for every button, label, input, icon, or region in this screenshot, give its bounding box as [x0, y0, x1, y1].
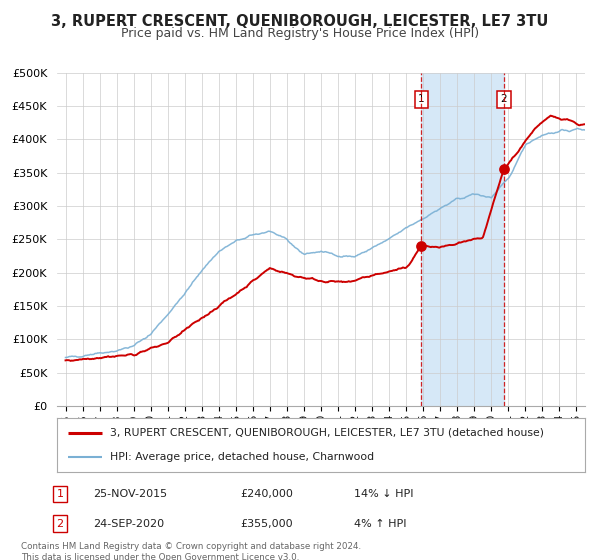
Text: 4% ↑ HPI: 4% ↑ HPI	[354, 519, 407, 529]
Text: 2: 2	[500, 95, 507, 105]
Text: 25-NOV-2015: 25-NOV-2015	[93, 489, 167, 499]
Text: Contains HM Land Registry data © Crown copyright and database right 2024.: Contains HM Land Registry data © Crown c…	[21, 542, 361, 551]
Text: 2: 2	[56, 519, 64, 529]
Text: Price paid vs. HM Land Registry's House Price Index (HPI): Price paid vs. HM Land Registry's House …	[121, 27, 479, 40]
Text: 3, RUPERT CRESCENT, QUENIBOROUGH, LEICESTER, LE7 3TU (detached house): 3, RUPERT CRESCENT, QUENIBOROUGH, LEICES…	[110, 428, 544, 438]
Text: HPI: Average price, detached house, Charnwood: HPI: Average price, detached house, Char…	[110, 452, 374, 462]
Bar	[421, 73, 504, 406]
Text: 14% ↓ HPI: 14% ↓ HPI	[354, 489, 413, 499]
Text: £240,000: £240,000	[240, 489, 293, 499]
Text: 1: 1	[56, 489, 64, 499]
Text: 1: 1	[418, 95, 425, 105]
Text: 24-SEP-2020: 24-SEP-2020	[93, 519, 164, 529]
Point	[499, 165, 509, 174]
Point	[416, 241, 426, 250]
Text: 3, RUPERT CRESCENT, QUENIBOROUGH, LEICESTER, LE7 3TU: 3, RUPERT CRESCENT, QUENIBOROUGH, LEICES…	[52, 14, 548, 29]
Text: This data is licensed under the Open Government Licence v3.0.: This data is licensed under the Open Gov…	[21, 553, 299, 560]
Text: £355,000: £355,000	[240, 519, 293, 529]
